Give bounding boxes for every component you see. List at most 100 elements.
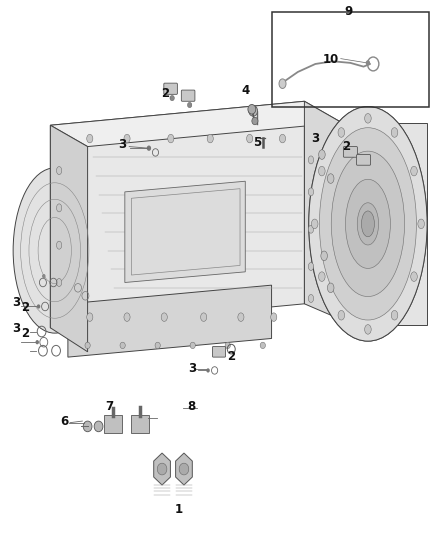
Text: 2: 2 (21, 301, 29, 314)
Ellipse shape (327, 174, 334, 183)
FancyBboxPatch shape (104, 415, 122, 433)
Ellipse shape (57, 204, 62, 212)
Ellipse shape (308, 188, 314, 196)
Circle shape (42, 274, 46, 278)
Ellipse shape (57, 278, 62, 287)
Ellipse shape (57, 241, 62, 249)
Circle shape (366, 60, 370, 66)
Ellipse shape (207, 134, 213, 143)
FancyBboxPatch shape (181, 90, 195, 101)
Ellipse shape (311, 219, 318, 229)
Text: 3: 3 (118, 139, 126, 151)
Circle shape (170, 95, 174, 101)
Ellipse shape (155, 342, 160, 349)
Circle shape (187, 102, 192, 108)
Circle shape (252, 117, 258, 125)
Ellipse shape (124, 134, 130, 143)
Ellipse shape (13, 168, 96, 333)
Ellipse shape (411, 272, 417, 281)
FancyBboxPatch shape (164, 83, 177, 94)
Ellipse shape (57, 167, 62, 175)
Text: 9: 9 (345, 5, 353, 18)
Ellipse shape (331, 151, 405, 296)
FancyBboxPatch shape (212, 346, 226, 357)
Ellipse shape (346, 179, 390, 269)
Ellipse shape (279, 79, 286, 88)
Text: 2: 2 (342, 140, 350, 153)
Ellipse shape (364, 325, 371, 334)
Ellipse shape (225, 342, 230, 349)
Ellipse shape (361, 211, 374, 237)
Ellipse shape (120, 342, 125, 349)
FancyBboxPatch shape (343, 147, 357, 157)
Ellipse shape (321, 251, 328, 261)
Ellipse shape (271, 313, 277, 321)
Ellipse shape (190, 342, 195, 349)
FancyBboxPatch shape (357, 155, 371, 165)
Text: 1: 1 (175, 503, 183, 515)
Ellipse shape (318, 150, 325, 159)
Circle shape (147, 146, 151, 151)
Text: 6: 6 (61, 415, 69, 427)
Text: 7: 7 (106, 400, 113, 413)
Ellipse shape (168, 134, 174, 143)
Ellipse shape (161, 313, 167, 321)
Ellipse shape (391, 310, 398, 320)
Circle shape (35, 340, 39, 344)
Ellipse shape (308, 156, 314, 164)
Ellipse shape (87, 134, 93, 143)
Ellipse shape (260, 342, 265, 349)
Polygon shape (50, 101, 342, 147)
Ellipse shape (87, 313, 93, 321)
Circle shape (249, 106, 258, 116)
Ellipse shape (364, 114, 371, 123)
Ellipse shape (247, 134, 253, 143)
Text: 3: 3 (12, 322, 20, 335)
Ellipse shape (238, 313, 244, 321)
Ellipse shape (201, 313, 207, 321)
Polygon shape (154, 453, 170, 485)
Text: 10: 10 (322, 53, 339, 66)
Text: 2: 2 (21, 327, 29, 340)
Circle shape (179, 463, 189, 475)
Polygon shape (304, 101, 342, 320)
Text: 3: 3 (189, 362, 197, 375)
Polygon shape (50, 101, 304, 328)
Ellipse shape (308, 263, 314, 271)
Polygon shape (342, 123, 427, 325)
Ellipse shape (391, 128, 398, 138)
Ellipse shape (318, 166, 325, 176)
Ellipse shape (327, 283, 334, 293)
Text: 2: 2 (227, 350, 235, 362)
Ellipse shape (338, 128, 345, 138)
FancyBboxPatch shape (131, 415, 149, 433)
Ellipse shape (308, 225, 314, 233)
Circle shape (248, 104, 256, 114)
Text: 3: 3 (12, 296, 20, 309)
Ellipse shape (338, 310, 345, 320)
Circle shape (83, 421, 92, 432)
Ellipse shape (309, 107, 427, 341)
Ellipse shape (318, 272, 325, 281)
Ellipse shape (279, 134, 286, 143)
Circle shape (206, 368, 210, 373)
Ellipse shape (124, 313, 130, 321)
Ellipse shape (309, 107, 427, 341)
Bar (272, 12, 429, 107)
Ellipse shape (319, 128, 417, 320)
Circle shape (37, 304, 40, 309)
Ellipse shape (308, 294, 314, 303)
Text: 8: 8 (188, 400, 196, 413)
Text: 5: 5 (254, 136, 261, 149)
Text: 4: 4 (241, 84, 249, 97)
Polygon shape (68, 285, 272, 357)
Circle shape (157, 463, 167, 475)
Ellipse shape (357, 203, 378, 245)
Ellipse shape (85, 342, 90, 349)
Ellipse shape (411, 166, 417, 176)
Polygon shape (176, 453, 192, 485)
Circle shape (94, 421, 103, 432)
Ellipse shape (418, 219, 424, 229)
Text: 3: 3 (311, 132, 319, 145)
Text: 2: 2 (162, 87, 170, 100)
